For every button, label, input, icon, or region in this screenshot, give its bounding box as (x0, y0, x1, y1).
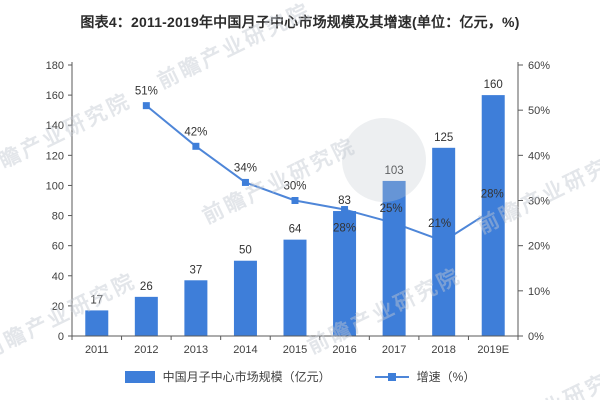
growth-line-marker (192, 142, 200, 150)
x-axis-category-label: 2012 (134, 344, 158, 356)
bar (333, 211, 357, 336)
left-axis-tick-label: 160 (46, 90, 64, 102)
right-axis-tick-label: 50% (528, 105, 550, 117)
x-axis-category-label: 2019E (477, 344, 509, 356)
growth-value-label: 34% (234, 162, 257, 174)
bar-value-label: 83 (338, 195, 351, 207)
left-axis-tick-label: 80 (52, 211, 64, 223)
bar-value-label: 125 (434, 132, 453, 144)
bar (233, 260, 257, 336)
bar (184, 280, 208, 336)
growth-line-marker (341, 206, 349, 214)
x-axis-category-label: 2013 (184, 344, 208, 356)
growth-value-label: 30% (283, 181, 306, 193)
bar-value-label: 37 (189, 264, 202, 276)
bar-value-label: 160 (484, 79, 503, 91)
right-axis-tick-label: 20% (528, 241, 550, 253)
bar (134, 296, 158, 336)
left-axis-tick-label: 40 (52, 271, 64, 283)
growth-value-label: 25% (380, 203, 403, 215)
right-axis-tick-label: 40% (528, 150, 550, 162)
bar (432, 147, 456, 336)
bar-value-label: 26 (140, 281, 153, 293)
bar-value-label: 64 (289, 224, 302, 236)
bar-series-label: 中国月子中心市场规模（亿元） (162, 370, 331, 384)
x-axis-category-label: 2017 (382, 344, 406, 356)
legend-item-market-size: 中国月子中心市场规模（亿元） (124, 368, 331, 385)
x-axis-category-label: 2016 (332, 344, 356, 356)
x-axis-category-label: 2011 (85, 344, 109, 356)
bar-value-label: 17 (90, 294, 103, 306)
legend: 中国月子中心市场规模（亿元） 增速（%） (0, 368, 600, 385)
bar (382, 180, 406, 336)
chart-title: 图表4：2011-2019年中国月子中心市场规模及其增速(单位：亿元，%) (80, 14, 520, 30)
bar (481, 95, 505, 336)
left-axis-tick-label: 20 (52, 301, 64, 313)
left-axis-tick-label: 0 (58, 331, 64, 343)
right-axis-tick-label: 10% (528, 286, 550, 298)
bar (283, 239, 307, 336)
line-series-swatch (374, 372, 409, 382)
growth-value-label: 21% (428, 218, 451, 230)
growth-value-label: 28% (333, 223, 356, 235)
right-axis-tick-label: 0% (528, 331, 544, 343)
growth-value-label: 28% (481, 189, 504, 201)
growth-line-marker (291, 197, 299, 204)
left-axis-tick-label: 180 (46, 60, 64, 72)
right-axis-tick-label: 60% (528, 60, 550, 72)
x-axis-category-label: 2015 (283, 344, 307, 356)
growth-value-label: 42% (184, 126, 207, 138)
growth-line-marker (241, 178, 249, 186)
left-axis-tick-label: 60 (52, 241, 64, 253)
bar-series-swatch (124, 370, 155, 383)
left-axis-tick-label: 120 (46, 150, 64, 162)
bar-value-label: 103 (385, 165, 404, 177)
bar (85, 310, 109, 336)
bar-value-label: 50 (239, 245, 252, 257)
growth-line-marker (142, 102, 150, 110)
x-axis-category-label: 2018 (431, 344, 455, 356)
left-axis-tick-label: 140 (46, 120, 64, 132)
line-series-label: 增速（%） (416, 370, 476, 384)
growth-value-label: 51% (135, 86, 158, 98)
left-axis-tick-label: 100 (46, 180, 64, 192)
legend-item-growth: 增速（%） (374, 368, 476, 385)
x-axis-category-label: 2014 (233, 344, 257, 356)
right-axis-tick-label: 30% (528, 196, 550, 208)
